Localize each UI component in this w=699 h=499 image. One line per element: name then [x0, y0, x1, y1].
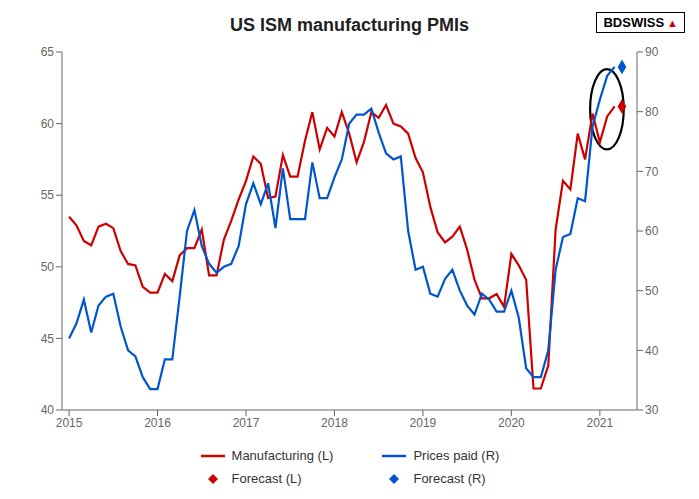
html-text:Forecast (L): Forecast (L) [231, 471, 302, 486]
svg-text:2019: 2019 [410, 416, 437, 430]
svg-text:70: 70 [645, 165, 659, 179]
svg-text:30: 30 [645, 403, 659, 417]
svg-text:55: 55 [41, 188, 55, 202]
svg-text:45: 45 [41, 332, 55, 346]
svg-text:80: 80 [645, 105, 659, 119]
svg-text:90: 90 [645, 45, 659, 59]
html-text:BDSWISS ▲: BDSWISS ▲ [603, 15, 678, 30]
html-text:Manufacturing (L): Manufacturing (L) [231, 448, 334, 463]
svg-text:2015: 2015 [56, 416, 83, 430]
svg-text:2018: 2018 [321, 416, 348, 430]
svg-text:40: 40 [645, 344, 659, 358]
html-text:US ISM manufacturing PMIs: US ISM manufacturing PMIs [230, 15, 469, 35]
svg-text:2016: 2016 [144, 416, 171, 430]
svg-text:2017: 2017 [233, 416, 260, 430]
svg-text:40: 40 [41, 403, 55, 417]
svg-text:60: 60 [645, 224, 659, 238]
svg-text:2021: 2021 [586, 416, 613, 430]
html-text:Prices paid (R): Prices paid (R) [413, 448, 500, 463]
svg-text:60: 60 [41, 117, 55, 131]
svg-text:2020: 2020 [498, 416, 525, 430]
svg-text:50: 50 [41, 260, 55, 274]
svg-text:50: 50 [645, 284, 659, 298]
html-text:Forecast (R): Forecast (R) [413, 471, 486, 486]
svg-text:65: 65 [41, 45, 55, 59]
